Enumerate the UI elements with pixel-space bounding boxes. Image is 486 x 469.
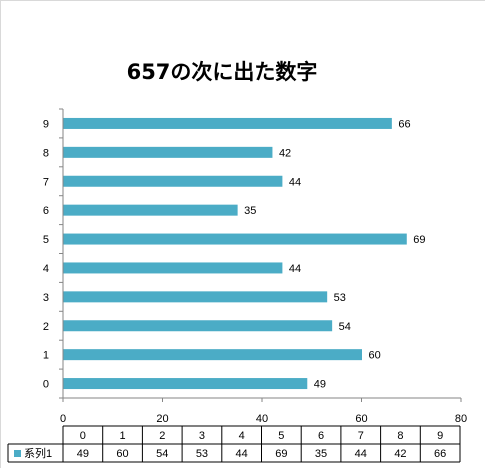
table-value-cell: 53 <box>196 448 208 460</box>
table-header-cell: 3 <box>199 430 205 442</box>
y-tick-label: 8 <box>43 147 49 159</box>
bar-8 <box>63 146 273 158</box>
bar-4 <box>63 262 283 274</box>
table-value-cell: 66 <box>434 448 446 460</box>
table-value-cell: 69 <box>275 448 287 460</box>
bar-3 <box>63 291 328 303</box>
y-tick-label: 5 <box>43 234 49 246</box>
data-label: 35 <box>244 205 256 217</box>
y-tick-label: 1 <box>43 350 49 362</box>
bar-0 <box>63 378 308 390</box>
x-tick-label: 60 <box>355 413 367 425</box>
data-label: 69 <box>413 234 425 246</box>
table-value-cell: 35 <box>315 448 327 460</box>
table-value-cell: 44 <box>355 448 367 460</box>
bar-6 <box>63 204 238 216</box>
data-label: 44 <box>289 263 301 275</box>
table-header-cell: 1 <box>119 430 125 442</box>
table-series-label: 系列1 <box>24 446 52 460</box>
bar-1 <box>63 349 362 361</box>
data-label: 66 <box>398 118 410 130</box>
bar-2 <box>63 320 333 332</box>
y-tick-label: 9 <box>43 118 49 130</box>
table-value-cell: 60 <box>116 448 128 460</box>
y-tick-label: 3 <box>43 292 49 304</box>
y-tick-label: 4 <box>43 263 49 275</box>
data-label: 42 <box>279 147 291 159</box>
bar-7 <box>63 175 283 187</box>
plot-area: 0 491 602 543 534 445 696 357 448 429 660 20 40 60 80 <box>43 108 467 425</box>
data-label: 53 <box>334 292 346 304</box>
y-tick-label: 2 <box>43 321 49 333</box>
table-header-cell: 0 <box>80 430 86 442</box>
table-header-cell: 7 <box>358 430 364 442</box>
data-label: 60 <box>369 350 381 362</box>
y-tick-label: 0 <box>43 379 49 391</box>
data-label: 54 <box>339 321 351 333</box>
table-header-cell: 5 <box>278 430 284 442</box>
legend-key <box>14 450 21 457</box>
y-tick-label: 6 <box>43 205 49 217</box>
table-header-cell: 9 <box>437 430 443 442</box>
data-label: 49 <box>314 379 326 391</box>
table-header-cell: 8 <box>397 430 403 442</box>
table-header-cell: 4 <box>239 430 245 442</box>
table-value-cell: 54 <box>156 448 168 460</box>
table-value-cell: 44 <box>236 448 248 460</box>
x-tick-label: 40 <box>256 413 268 425</box>
table-header-cell: 2 <box>159 430 165 442</box>
chart-title: 657の次に出た数字 <box>127 60 318 84</box>
table-value-cell: 49 <box>77 448 89 460</box>
bar-9 <box>63 117 392 129</box>
x-tick-label: 0 <box>60 413 66 425</box>
table-value-cell: 42 <box>394 448 406 460</box>
bar-5 <box>63 233 407 245</box>
y-tick-label: 7 <box>43 176 49 188</box>
table-header-cell: 6 <box>318 430 324 442</box>
data-label: 44 <box>289 176 301 188</box>
x-tick-label: 20 <box>156 413 168 425</box>
x-tick-label: 80 <box>455 413 467 425</box>
